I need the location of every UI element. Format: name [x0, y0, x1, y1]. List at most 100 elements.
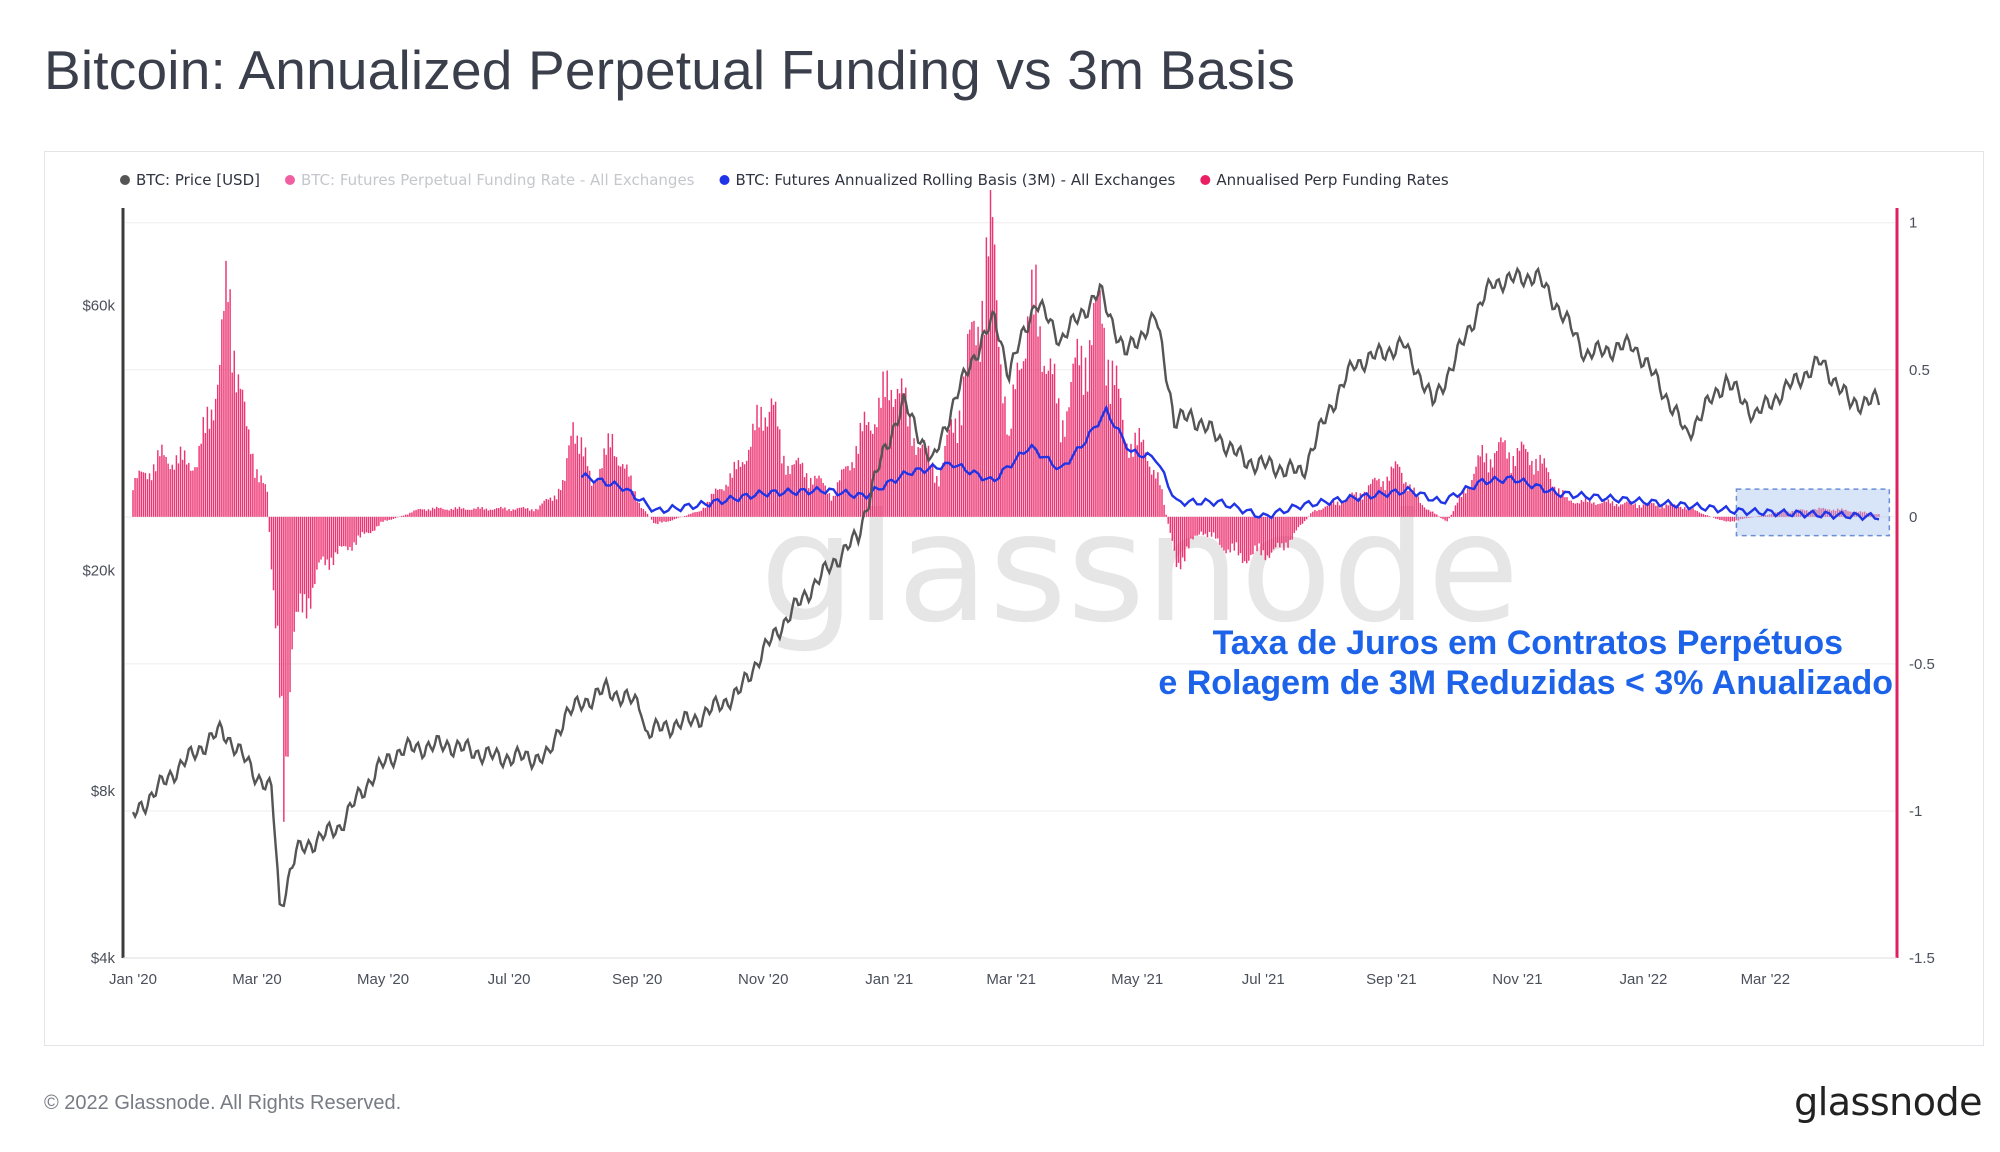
funding-bar — [1797, 509, 1800, 517]
funding-bar — [1549, 479, 1552, 517]
legend-item-label[interactable]: BTC: Futures Annualized Rolling Basis (3… — [736, 171, 1176, 189]
funding-bar — [1276, 516, 1279, 543]
funding-bar — [826, 493, 828, 517]
funding-bar — [1719, 516, 1721, 521]
legend-item-label[interactable]: BTC: Price [USD] — [136, 171, 260, 189]
funding-bar — [1659, 508, 1661, 517]
funding-bar — [1105, 385, 1107, 517]
right-tick-label: -0.5 — [1909, 656, 1935, 673]
right-tick-label: -1.5 — [1909, 950, 1935, 967]
funding-bar — [469, 509, 471, 517]
funding-bar — [1080, 345, 1083, 517]
funding-bar — [1022, 361, 1025, 517]
funding-bar — [882, 371, 884, 517]
funding-bar — [1289, 516, 1291, 540]
funding-bar — [1421, 504, 1424, 517]
funding-bar — [417, 509, 419, 517]
funding-bar — [1384, 490, 1386, 517]
funding-bar — [1186, 516, 1188, 547]
x-tick-label: Jan '22 — [1619, 971, 1667, 988]
funding-bar — [1043, 365, 1045, 517]
funding-bar — [336, 516, 339, 554]
funding-bar — [1425, 509, 1428, 517]
funding-bar — [1258, 516, 1260, 544]
funding-bar — [355, 516, 357, 545]
legend-marker[interactable] — [120, 175, 130, 185]
funding-bar — [545, 499, 547, 517]
funding-bar — [320, 516, 322, 560]
funding-bar — [1014, 389, 1017, 517]
funding-bar — [334, 516, 337, 553]
funding-bar — [326, 516, 328, 560]
funding-bar — [1760, 515, 1762, 517]
funding-bar — [386, 516, 388, 521]
funding-bar — [1646, 502, 1649, 517]
funding-bar — [330, 516, 333, 558]
funding-bar — [345, 516, 347, 547]
legend-marker[interactable] — [284, 175, 295, 185]
funding-bar — [433, 508, 436, 517]
funding-bar — [495, 508, 498, 517]
funding-bar — [1712, 516, 1715, 518]
funding-bar — [936, 476, 938, 517]
funding-bar — [1496, 450, 1498, 517]
funding-bar — [652, 516, 655, 524]
funding-bar — [578, 453, 581, 517]
funding-bar — [1316, 511, 1318, 517]
funding-bar — [529, 510, 531, 517]
funding-bar — [254, 477, 256, 517]
funding-bar — [1555, 493, 1558, 517]
funding-bar — [1002, 403, 1004, 517]
funding-bar — [1764, 514, 1767, 517]
legend-item-label[interactable]: Annualised Perp Funding Rates — [1216, 171, 1449, 189]
funding-bar — [783, 455, 785, 517]
annotation-line-1: Taxa de Juros em Contratos Perpétuos — [1213, 624, 1843, 662]
funding-bar — [1031, 269, 1033, 517]
funding-bar — [1675, 505, 1678, 517]
funding-bar — [1287, 516, 1289, 548]
legend-marker[interactable] — [719, 175, 730, 185]
funding-bar — [1398, 466, 1401, 517]
funding-bar — [165, 457, 167, 517]
funding-bar — [638, 502, 640, 517]
funding-bar — [493, 509, 496, 517]
funding-bar — [1452, 511, 1455, 517]
funding-bar — [938, 486, 940, 517]
funding-bar — [923, 440, 926, 517]
funding-bar — [619, 466, 622, 517]
funding-bar — [1082, 394, 1085, 517]
funding-bar — [1613, 506, 1616, 517]
funding-bar — [1574, 503, 1576, 517]
funding-bar — [791, 464, 793, 517]
funding-bar — [1870, 513, 1872, 517]
funding-bar — [1318, 509, 1320, 517]
funding-bar — [1169, 516, 1171, 533]
legend-item-label[interactable]: BTC: Futures Perpetual Funding Rate - Al… — [301, 171, 695, 189]
x-tick-label: May '21 — [1111, 971, 1163, 988]
funding-bar — [814, 475, 816, 517]
funding-bar — [704, 507, 707, 517]
legend-marker[interactable] — [1200, 175, 1211, 185]
funding-bar — [981, 300, 983, 517]
funding-bar — [388, 516, 390, 520]
funding-bar — [1037, 336, 1039, 517]
funding-bar — [1845, 509, 1847, 517]
funding-bar — [1053, 363, 1056, 517]
funding-bar — [369, 516, 372, 534]
funding-bar — [1487, 472, 1490, 517]
funding-bar — [1419, 503, 1422, 517]
funding-bar — [675, 516, 678, 519]
brand-logo[interactable]: glassnode — [1794, 1080, 1982, 1124]
funding-bar — [1434, 513, 1436, 517]
funding-bar — [1124, 442, 1126, 517]
funding-bar — [1589, 499, 1591, 517]
funding-bar — [1161, 489, 1163, 517]
funding-bar — [1731, 516, 1734, 522]
funding-bar — [1861, 512, 1864, 517]
funding-bar — [1217, 516, 1219, 539]
funding-bar — [1357, 497, 1360, 517]
funding-bar — [1326, 505, 1329, 517]
funding-bar — [456, 508, 459, 517]
funding-bar — [779, 429, 781, 517]
funding-bar — [913, 438, 915, 517]
